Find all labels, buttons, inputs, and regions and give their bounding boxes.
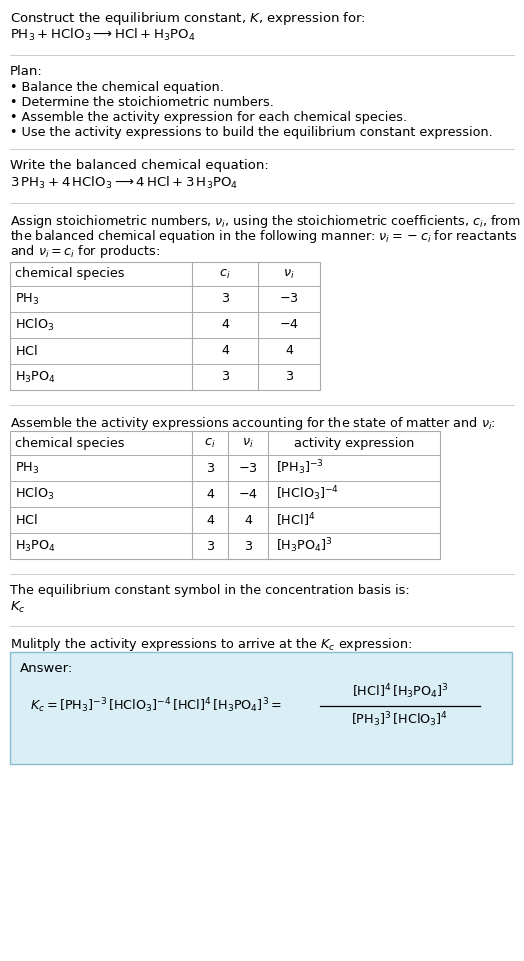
Text: $\nu_i$: $\nu_i$ xyxy=(283,267,295,281)
Text: $-4$: $-4$ xyxy=(279,318,299,332)
Text: • Balance the chemical equation.: • Balance the chemical equation. xyxy=(10,81,224,94)
Text: • Determine the stoichiometric numbers.: • Determine the stoichiometric numbers. xyxy=(10,96,274,109)
Text: 4: 4 xyxy=(285,344,293,357)
Text: chemical species: chemical species xyxy=(15,436,125,450)
Text: $\mathrm{H_3PO_4}$: $\mathrm{H_3PO_4}$ xyxy=(15,538,56,554)
Bar xyxy=(10,431,440,559)
Text: and $\nu_i = c_i$ for products:: and $\nu_i = c_i$ for products: xyxy=(10,243,160,260)
Text: 4: 4 xyxy=(221,344,229,357)
Text: The equilibrium constant symbol in the concentration basis is:: The equilibrium constant symbol in the c… xyxy=(10,584,410,597)
Text: chemical species: chemical species xyxy=(15,267,125,281)
Text: $\mathrm{PH_3 + HClO_3 \longrightarrow HCl + H_3PO_4}$: $\mathrm{PH_3 + HClO_3 \longrightarrow H… xyxy=(10,27,196,43)
Text: $-4$: $-4$ xyxy=(238,487,258,501)
Text: $\mathrm{H_3PO_4}$: $\mathrm{H_3PO_4}$ xyxy=(15,369,56,384)
Text: $[\mathrm{HClO_3}]^{-4}$: $[\mathrm{HClO_3}]^{-4}$ xyxy=(276,484,339,504)
Text: Assemble the activity expressions accounting for the state of matter and $\nu_i$: Assemble the activity expressions accoun… xyxy=(10,415,496,432)
Text: Write the balanced chemical equation:: Write the balanced chemical equation: xyxy=(10,159,269,172)
Text: activity expression: activity expression xyxy=(294,436,414,450)
Text: $-3$: $-3$ xyxy=(238,461,258,475)
Text: 3: 3 xyxy=(206,461,214,475)
Text: $\mathrm{HClO_3}$: $\mathrm{HClO_3}$ xyxy=(15,486,54,502)
Text: 3: 3 xyxy=(244,539,252,553)
Text: Answer:: Answer: xyxy=(20,662,73,675)
Text: $K_c$: $K_c$ xyxy=(10,600,26,615)
Bar xyxy=(10,262,320,390)
Text: Plan:: Plan: xyxy=(10,65,43,78)
Text: $K_c = [\mathrm{PH_3}]^{-3}\,[\mathrm{HClO_3}]^{-4}\,[\mathrm{HCl}]^{4}\,[\mathr: $K_c = [\mathrm{PH_3}]^{-3}\,[\mathrm{HC… xyxy=(30,697,282,715)
Bar xyxy=(10,652,512,764)
Text: 4: 4 xyxy=(206,487,214,501)
Text: $\mathrm{HCl}$: $\mathrm{HCl}$ xyxy=(15,344,38,358)
Text: 3: 3 xyxy=(221,371,229,383)
Text: $[\mathrm{PH_3}]^{3}\,[\mathrm{HClO_3}]^{4}$: $[\mathrm{PH_3}]^{3}\,[\mathrm{HClO_3}]^… xyxy=(352,710,449,729)
Text: $[\mathrm{PH_3}]^{-3}$: $[\mathrm{PH_3}]^{-3}$ xyxy=(276,458,324,478)
Text: $[\mathrm{HCl}]^{4}\,[\mathrm{H_3PO_4}]^{3}$: $[\mathrm{HCl}]^{4}\,[\mathrm{H_3PO_4}]^… xyxy=(352,682,449,702)
Text: 3: 3 xyxy=(221,292,229,306)
Text: 4: 4 xyxy=(206,513,214,527)
Text: $\mathrm{PH_3}$: $\mathrm{PH_3}$ xyxy=(15,460,39,476)
Text: 3: 3 xyxy=(285,371,293,383)
Text: $c_i$: $c_i$ xyxy=(219,267,231,281)
Text: $\mathrm{HCl}$: $\mathrm{HCl}$ xyxy=(15,513,38,527)
Text: Construct the equilibrium constant, $K$, expression for:: Construct the equilibrium constant, $K$,… xyxy=(10,10,366,27)
Text: $[\mathrm{H_3PO_4}]^{3}$: $[\mathrm{H_3PO_4}]^{3}$ xyxy=(276,536,333,555)
Text: 3: 3 xyxy=(206,539,214,553)
Text: 4: 4 xyxy=(244,513,252,527)
Text: $c_i$: $c_i$ xyxy=(204,436,216,450)
Text: • Use the activity expressions to build the equilibrium constant expression.: • Use the activity expressions to build … xyxy=(10,126,493,139)
Text: $\mathrm{HClO_3}$: $\mathrm{HClO_3}$ xyxy=(15,317,54,333)
Text: • Assemble the activity expression for each chemical species.: • Assemble the activity expression for e… xyxy=(10,111,407,124)
Text: $\mathrm{PH_3}$: $\mathrm{PH_3}$ xyxy=(15,291,39,307)
Text: $[\mathrm{HCl}]^{4}$: $[\mathrm{HCl}]^{4}$ xyxy=(276,511,315,529)
Text: $\nu_i$: $\nu_i$ xyxy=(242,436,254,450)
Text: Assign stoichiometric numbers, $\nu_i$, using the stoichiometric coefficients, $: Assign stoichiometric numbers, $\nu_i$, … xyxy=(10,213,521,230)
Text: $\mathrm{3\,PH_3 + 4\,HClO_3 \longrightarrow 4\,HCl + 3\,H_3PO_4}$: $\mathrm{3\,PH_3 + 4\,HClO_3 \longrighta… xyxy=(10,175,238,191)
Text: $-3$: $-3$ xyxy=(279,292,299,306)
Text: Mulitply the activity expressions to arrive at the $K_c$ expression:: Mulitply the activity expressions to arr… xyxy=(10,636,412,653)
Text: 4: 4 xyxy=(221,318,229,332)
Text: the balanced chemical equation in the following manner: $\nu_i = -c_i$ for react: the balanced chemical equation in the fo… xyxy=(10,228,517,245)
